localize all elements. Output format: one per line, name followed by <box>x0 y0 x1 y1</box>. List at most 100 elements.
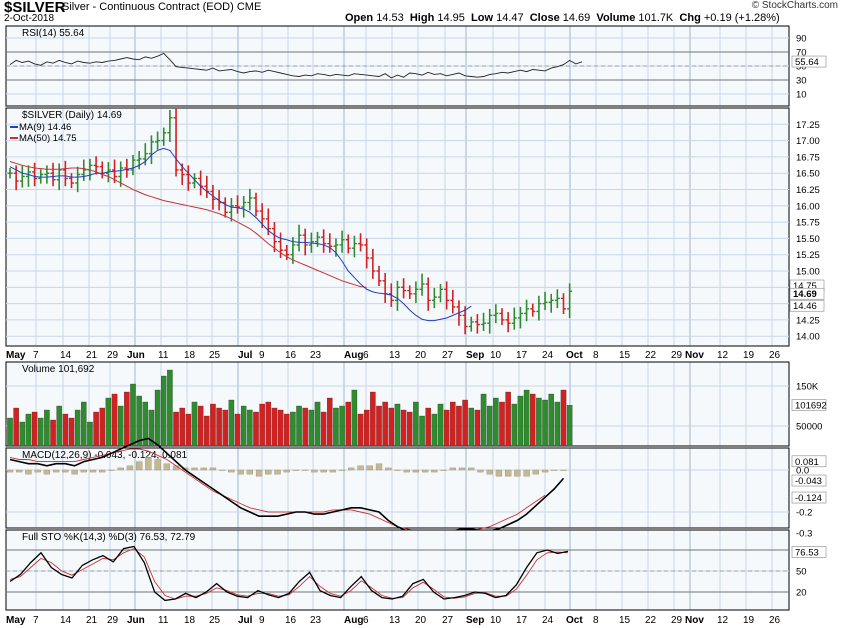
mid-x-tick-label: 24 <box>542 350 554 361</box>
close-value: 14.69 <box>562 12 591 24</box>
macd-signal-last-value: -0.124 <box>795 493 822 504</box>
volume-bar <box>185 413 192 447</box>
volume-bar <box>400 409 407 447</box>
bottom-x-tick-label: 16 <box>285 615 297 626</box>
macd-histogram-bar <box>495 469 503 477</box>
stockcharts-logo[interactable]: © StockCharts.com <box>751 0 838 11</box>
volume-bar <box>179 407 185 447</box>
low-value: 14.47 <box>496 12 524 24</box>
macd-histogram-bar <box>385 467 392 471</box>
volume-bar <box>363 409 370 447</box>
volume-bar <box>339 405 345 447</box>
volume-bar <box>7 417 13 447</box>
volume-bar <box>160 375 167 447</box>
mid-x-tick-label: 29 <box>107 350 119 361</box>
volume-bar <box>357 413 364 447</box>
volume-bar <box>505 391 511 447</box>
rsi-line <box>9 52 583 79</box>
volume-bar <box>425 407 431 447</box>
mid-x-tick-label: 25 <box>209 350 221 361</box>
volume-bar <box>277 409 284 447</box>
mid-xaxis-band <box>6 347 789 361</box>
volume-bar <box>327 397 333 447</box>
bottom-x-tick-label: Oct <box>566 615 583 626</box>
bottom-x-tick-label: 19 <box>743 615 755 626</box>
macd-histogram-bar <box>228 469 235 473</box>
volume-label: Volume <box>596 12 636 24</box>
macd-histogram-bar <box>375 463 383 471</box>
sto-panel-bg <box>6 530 789 610</box>
macd-histogram-bar <box>34 469 41 473</box>
mid-x-tick-label: 20 <box>415 350 427 361</box>
mid-x-tick-label: 29 <box>671 350 683 361</box>
volume-bar <box>376 405 382 447</box>
bottom-x-tick-label: 9 <box>259 615 265 626</box>
volume-bar <box>271 407 278 447</box>
macd-histogram-bar <box>514 469 521 477</box>
bottom-x-tick-label: Jul <box>238 615 253 626</box>
macd-last-value-box <box>791 474 827 487</box>
volume-bar <box>136 395 142 447</box>
volume-bar <box>333 407 339 447</box>
macd-histogram-bar <box>477 469 484 473</box>
volume-bar <box>13 407 19 447</box>
macd-histogram-bar <box>440 469 447 471</box>
bottom-x-tick-label: 14 <box>60 615 72 626</box>
volume-bar <box>320 411 327 447</box>
symbol-title: $SILVER <box>4 0 66 16</box>
volume-bar <box>259 403 265 447</box>
volume-bar <box>554 401 561 447</box>
bottom-x-tick-label: 11 <box>158 615 169 626</box>
volume-bar <box>222 409 228 447</box>
bottom-x-tick-label: 23 <box>310 615 322 626</box>
price-panel-title: $SILVER (Daily) 14.69 <box>22 110 122 121</box>
volume-bar <box>283 413 290 447</box>
mid-x-tick-label: Nov <box>685 350 704 361</box>
rsi-y-tick: 90 <box>796 34 807 45</box>
price-y-tick: 15.25 <box>796 250 820 261</box>
macd-histogram-bar <box>237 469 244 475</box>
macd-histogram-bar <box>209 467 217 471</box>
bottom-x-tick-label: 29 <box>107 615 119 626</box>
mid-x-tick-label: 26 <box>769 350 781 361</box>
volume-bar <box>253 411 259 447</box>
macd-histogram-bar <box>403 469 410 473</box>
price-y-tick: 17.00 <box>796 136 820 147</box>
volume-bar <box>560 389 567 447</box>
macd-histogram-bar <box>62 469 69 473</box>
mid-x-tick-label: 14 <box>60 350 72 361</box>
open-label: Open <box>345 12 374 24</box>
volume-bar <box>19 421 26 447</box>
mid-x-tick-label: 17 <box>516 350 528 361</box>
rsi-last-value: 55.64 <box>795 57 819 68</box>
macd-hist-last-value: 0.081 <box>795 457 819 468</box>
volume-bar <box>493 397 499 447</box>
volume-bar <box>548 393 554 447</box>
volume-bar <box>173 411 179 447</box>
bottom-x-tick-label: 7 <box>33 615 39 626</box>
mid-x-tick-label: 11 <box>158 350 169 361</box>
ma9-line <box>9 147 472 322</box>
volume-bar <box>148 409 155 447</box>
macd-histogram-bar <box>366 465 373 471</box>
macd-histogram-bar <box>154 459 161 471</box>
mid-x-tick-label: 18 <box>184 350 196 361</box>
volume-bar <box>394 403 401 447</box>
bottom-x-tick-label: 12 <box>717 615 729 626</box>
volume-bar <box>38 417 44 447</box>
vol-y-tick: 150K <box>796 382 819 393</box>
macd-histogram-bar <box>468 467 475 471</box>
volume-bar <box>210 403 216 447</box>
bottom-x-tick-label: 6 <box>363 615 369 626</box>
volume-bar <box>99 407 106 447</box>
macd-histogram-bar <box>135 461 143 471</box>
mid-x-tick-label: 19 <box>743 350 755 361</box>
macd-histogram-bar <box>292 469 300 471</box>
ma50-legend-label: MA(50) 14.75 <box>19 133 77 144</box>
bottom-x-tick-label: 17 <box>516 615 528 626</box>
mid-x-tick-label: Sep <box>466 350 484 361</box>
bottom-x-tick-label: 13 <box>389 615 401 626</box>
price-y-tick: 16.25 <box>796 185 820 196</box>
macd-histogram-bar <box>504 469 512 477</box>
